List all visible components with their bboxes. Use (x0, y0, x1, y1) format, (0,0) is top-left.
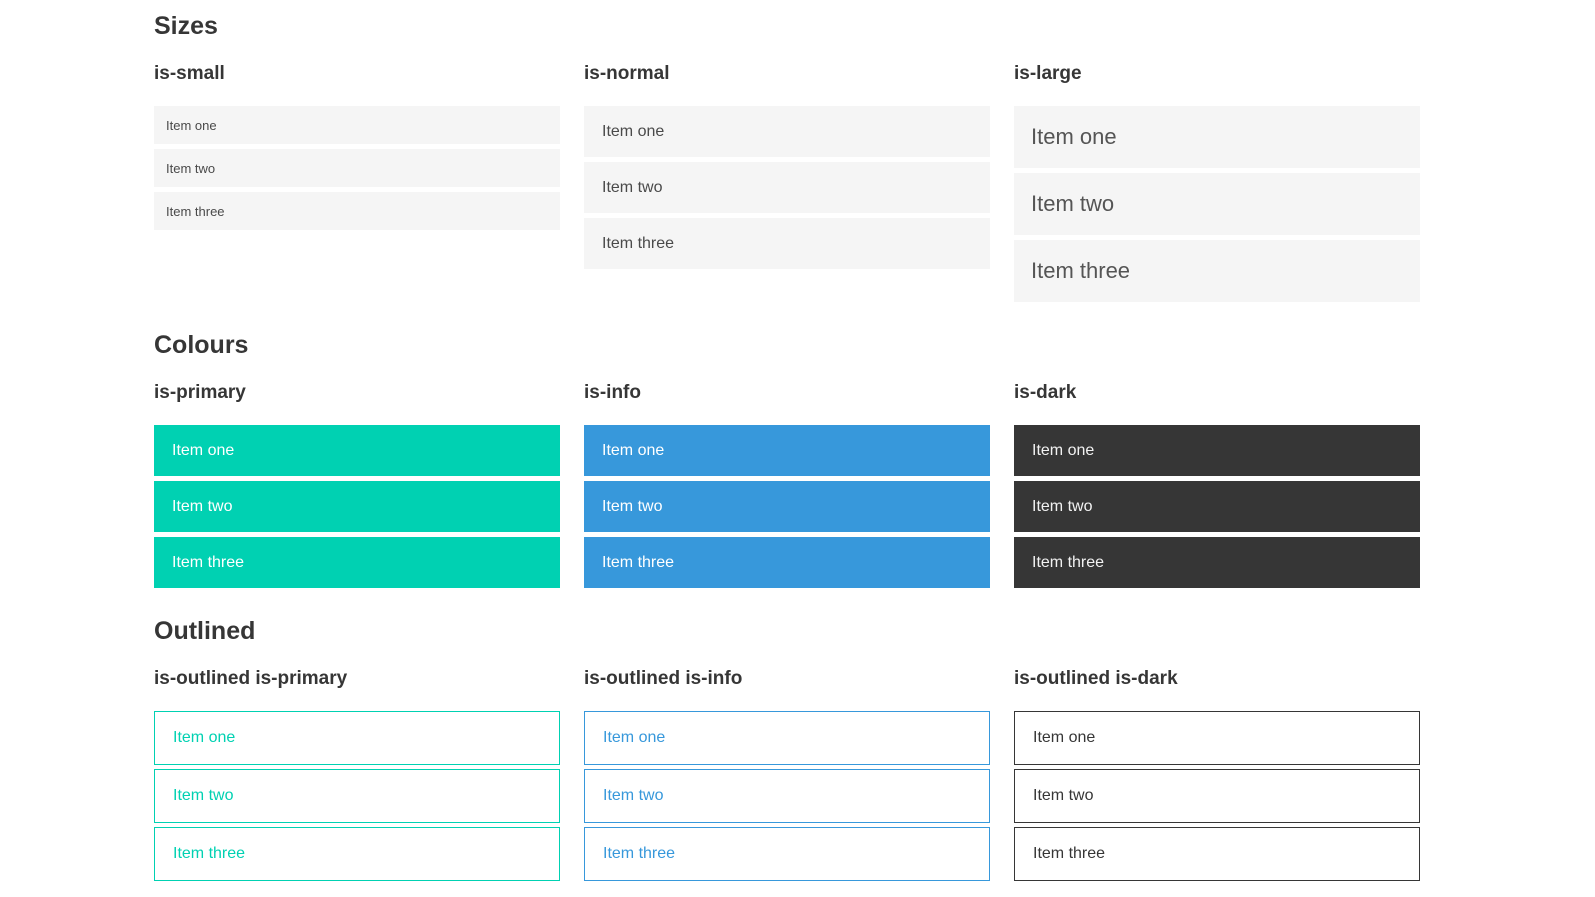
example-group-outlined-primary: is-outlined is-primary Item one Item two… (154, 669, 560, 885)
list-item[interactable]: Item two (584, 481, 990, 532)
list-item[interactable]: Item two (1014, 481, 1420, 532)
list-item[interactable]: Item one (584, 106, 990, 157)
section-title-sizes: Sizes (154, 12, 218, 40)
group-label-is-normal: is-normal (584, 63, 670, 84)
list-item[interactable]: Item three (584, 537, 990, 588)
group-label-is-dark: is-dark (1014, 382, 1077, 403)
sizes-row: is-small Item one Item two Item three is… (154, 64, 1420, 302)
group-label-is-primary: is-primary (154, 382, 246, 403)
list-is-info: Item one Item two Item three (584, 425, 990, 588)
list-item[interactable]: Item one (154, 106, 560, 144)
group-label-outlined-info: is-outlined is-info (584, 668, 743, 689)
list-item[interactable]: Item two (154, 769, 560, 823)
group-label-outlined-primary: is-outlined is-primary (154, 668, 348, 689)
list-item[interactable]: Item one (1014, 711, 1420, 765)
list-outlined-primary: Item one Item two Item three (154, 711, 560, 881)
example-group-outlined-info: is-outlined is-info Item one Item two It… (584, 669, 990, 885)
group-label-is-info: is-info (584, 382, 641, 403)
example-group-is-dark: is-dark Item one Item two Item three (1014, 383, 1420, 588)
list-is-large: Item one Item two Item three (1014, 106, 1420, 302)
list-item[interactable]: Item two (154, 481, 560, 532)
list-item[interactable]: Item three (154, 537, 560, 588)
list-item[interactable]: Item two (1014, 769, 1420, 823)
list-item[interactable]: Item one (1014, 106, 1420, 168)
list-item[interactable]: Item three (1014, 240, 1420, 302)
list-is-primary: Item one Item two Item three (154, 425, 560, 588)
list-item[interactable]: Item two (584, 769, 990, 823)
group-label-is-large: is-large (1014, 63, 1082, 84)
list-outlined-dark: Item one Item two Item three (1014, 711, 1420, 881)
list-item[interactable]: Item three (154, 827, 560, 881)
list-item[interactable]: Item two (584, 162, 990, 213)
list-item[interactable]: Item one (1014, 425, 1420, 476)
list-item[interactable]: Item three (584, 218, 990, 269)
group-label-outlined-dark: is-outlined is-dark (1014, 668, 1178, 689)
example-group-is-info: is-info Item one Item two Item three (584, 383, 990, 588)
example-group-is-small: is-small Item one Item two Item three (154, 64, 560, 302)
list-item[interactable]: Item three (154, 192, 560, 230)
group-label-is-small: is-small (154, 63, 225, 84)
section-title-outlined: Outlined (154, 617, 256, 645)
list-item[interactable]: Item one (154, 711, 560, 765)
list-item[interactable]: Item three (584, 827, 990, 881)
list-is-normal: Item one Item two Item three (584, 106, 990, 269)
list-item[interactable]: Item one (584, 425, 990, 476)
list-item[interactable]: Item two (1014, 173, 1420, 235)
example-group-is-normal: is-normal Item one Item two Item three (584, 64, 990, 302)
list-item[interactable]: Item two (154, 149, 560, 187)
section-colours: Colours is-primary Item one Item two Ite… (154, 333, 1595, 588)
example-group-is-primary: is-primary Item one Item two Item three (154, 383, 560, 588)
section-title-colours: Colours (154, 331, 249, 359)
example-group-is-large: is-large Item one Item two Item three (1014, 64, 1420, 302)
list-is-dark: Item one Item two Item three (1014, 425, 1420, 588)
list-outlined-info: Item one Item two Item three (584, 711, 990, 881)
list-item[interactable]: Item one (584, 711, 990, 765)
colours-row: is-primary Item one Item two Item three … (154, 383, 1420, 588)
list-item[interactable]: Item three (1014, 537, 1420, 588)
outlined-row: is-outlined is-primary Item one Item two… (154, 669, 1420, 885)
example-group-outlined-dark: is-outlined is-dark Item one Item two It… (1014, 669, 1420, 885)
section-sizes: Sizes is-small Item one Item two Item th… (154, 14, 1595, 302)
list-is-small: Item one Item two Item three (154, 106, 560, 230)
list-item[interactable]: Item one (154, 425, 560, 476)
section-outlined: Outlined is-outlined is-primary Item one… (154, 619, 1595, 885)
list-item[interactable]: Item three (1014, 827, 1420, 881)
